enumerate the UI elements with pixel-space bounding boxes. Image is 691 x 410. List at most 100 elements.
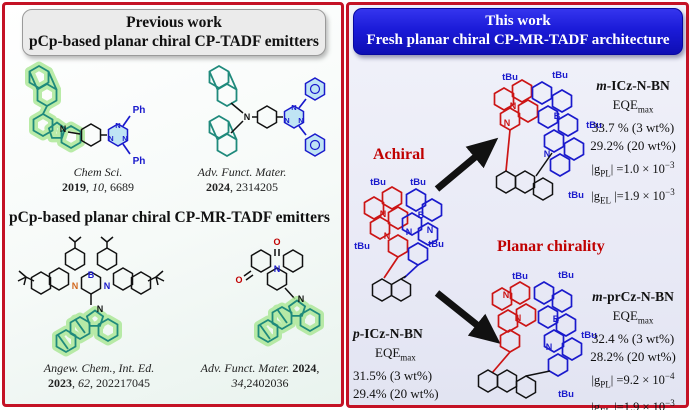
compound-name-rest: -ICz-N-BN bbox=[359, 326, 423, 341]
gpl-num: | =9.2 × 10 bbox=[610, 372, 665, 387]
gel-num: |=1.9 × 10 bbox=[611, 188, 666, 203]
eqe-sub: max bbox=[400, 352, 416, 363]
citation-year: 2019 bbox=[62, 180, 86, 194]
eqe-sub: max bbox=[637, 315, 654, 326]
citation-pages: , 202217045 bbox=[90, 376, 150, 390]
atom-label-b: B bbox=[88, 270, 95, 280]
structure-dione-pcp: O O N N bbox=[235, 237, 347, 357]
citation-detail: 2024, 2314205 bbox=[177, 180, 307, 195]
achiral-label: Achiral bbox=[373, 146, 425, 163]
compound-name: p-ICz-N-BN bbox=[353, 325, 461, 344]
gel-value: |gEL |=1.9 × 10−3 bbox=[573, 394, 691, 410]
compound-name-rest: -prCz-N-BN bbox=[602, 289, 674, 304]
atom-label-n: N bbox=[503, 290, 510, 300]
citation-afm-2024b: Adv. Funct. Mater. 2024, 34,2402036 bbox=[181, 361, 339, 391]
atom-label-n: N bbox=[546, 342, 553, 352]
journal-name: Adv. Funct. Mater. bbox=[200, 361, 293, 375]
icz-red-skeleton bbox=[493, 79, 539, 172]
gel-exp: −3 bbox=[665, 186, 675, 197]
atom-label-b: B bbox=[553, 314, 560, 324]
citation-year-l1: 2024 bbox=[292, 361, 317, 375]
atom-label-n: N bbox=[515, 313, 522, 323]
dione-core-skeleton bbox=[243, 249, 304, 300]
structure-p-icz-n-bn: N N B N N tBu tBu tBu tBu bbox=[354, 177, 444, 302]
tbu-label: tBu bbox=[512, 271, 528, 282]
previous-work-title: Previous work bbox=[126, 14, 222, 31]
atom-label-n: N bbox=[380, 209, 387, 219]
gpl-pre: |g bbox=[591, 372, 601, 387]
compound-name: m-prCz-N-BN bbox=[573, 288, 691, 307]
eqe-max-label: EQEmax bbox=[573, 307, 691, 330]
atom-label-n: N bbox=[291, 103, 296, 112]
this-work-header: This work Fresh planar chiral CP-MR-TADF… bbox=[353, 8, 683, 55]
tbu-label: tBu bbox=[586, 120, 602, 131]
atom-label-n: N bbox=[298, 294, 305, 304]
atom-label-n: N bbox=[72, 281, 79, 291]
citation-pages: , 2314205 bbox=[230, 180, 278, 194]
atom-label-o: O bbox=[235, 275, 242, 285]
citation-pages: , 6689 bbox=[104, 180, 134, 194]
journal-name: Angew. Chem., Int. Ed. bbox=[43, 361, 155, 375]
arene-skeleton bbox=[495, 152, 554, 201]
citation-detail: 2019, 10, 6689 bbox=[33, 180, 163, 195]
tbu-label: tBu bbox=[552, 70, 568, 81]
tbu-label: tBu bbox=[370, 177, 386, 188]
citation-sep: , bbox=[72, 376, 78, 390]
gpl-exp: −4 bbox=[664, 370, 675, 381]
gpl-sub: PL bbox=[600, 168, 611, 179]
atom-label-n: N bbox=[406, 227, 413, 237]
eqe-value-3wt: 32.4 % (3 wt%) bbox=[591, 330, 675, 346]
naphthalene-skeleton bbox=[371, 275, 412, 302]
gel-num: |=1.9 × 10 bbox=[611, 399, 666, 410]
atom-label-n: N bbox=[104, 281, 111, 291]
eqe-value-20wt: 28.2% (20 wt%) bbox=[590, 349, 676, 365]
compound-name-prefix: m bbox=[592, 289, 603, 304]
gpl-pre: |g bbox=[591, 161, 601, 176]
compound-name: m-ICz-N-BN bbox=[573, 77, 691, 96]
eqe-text: EQE bbox=[612, 96, 638, 112]
section2-title: pCp-based planar chiral CP-MR-TADF emitt… bbox=[9, 209, 330, 226]
citation-sep: , bbox=[86, 180, 92, 194]
phenyl-label: Ph bbox=[133, 156, 146, 167]
citation-volume: 34 bbox=[231, 376, 244, 390]
atom-label-n: N bbox=[298, 116, 303, 125]
eqe-text: EQE bbox=[375, 344, 401, 360]
structure-pcp-cz-triazine: N N N N Ph Ph bbox=[17, 59, 146, 167]
tbu-label: tBu bbox=[581, 330, 597, 341]
citation-detail: 34,2402036 bbox=[181, 376, 339, 391]
atom-label-n: N bbox=[284, 116, 289, 125]
eqe-max-label: EQEmax bbox=[573, 96, 691, 119]
gpl-value: |gPL| =1.0 × 10−3 bbox=[573, 156, 691, 183]
bn-core-skeleton bbox=[17, 236, 165, 305]
gel-exp: −3 bbox=[665, 397, 675, 408]
gel-value: |gEL |=1.9 × 10−3 bbox=[573, 183, 691, 210]
tbu-label: tBu bbox=[558, 270, 574, 281]
citation-journal: Angew. Chem., Int. Ed. bbox=[25, 361, 173, 376]
eqe-value-20wt: 29.4% (20 wt%) bbox=[353, 386, 439, 402]
eqe-text: EQE bbox=[612, 307, 638, 323]
gel-pre: |g bbox=[591, 399, 601, 410]
tbu-label: tBu bbox=[354, 241, 370, 252]
atom-label-b: B bbox=[554, 111, 561, 121]
phenyl-label: Ph bbox=[133, 105, 146, 116]
tbu-label: tBu bbox=[502, 72, 518, 83]
citation-l1-end: , bbox=[316, 361, 320, 375]
gpl-exp: −3 bbox=[664, 159, 675, 170]
atom-label-n: N bbox=[544, 149, 551, 159]
gpl-sub: PL bbox=[600, 379, 611, 390]
structure-czb-pcp: B N N N bbox=[17, 236, 165, 355]
prcz-red-skeleton bbox=[491, 281, 537, 374]
citation-volume: 10 bbox=[92, 180, 104, 194]
planar-chirality-label: Planar chirality bbox=[497, 238, 605, 255]
gpl-num: | =1.0 × 10 bbox=[610, 161, 665, 176]
eqe-value-3wt: 31.5% (3 wt%) bbox=[353, 367, 433, 383]
citation-pages: ,2402036 bbox=[243, 376, 289, 390]
atom-label-n: N bbox=[504, 118, 511, 128]
m-prcz-n-bn-info: m-prCz-N-BN EQEmax 32.4 % (3 wt%) 28.2% … bbox=[573, 288, 691, 410]
atom-label-n: N bbox=[244, 112, 251, 122]
atom-label-n: N bbox=[60, 124, 67, 134]
atom-label-n: N bbox=[97, 304, 104, 314]
citation-volume: 62 bbox=[78, 376, 90, 390]
gel-sub: EL bbox=[600, 195, 612, 206]
